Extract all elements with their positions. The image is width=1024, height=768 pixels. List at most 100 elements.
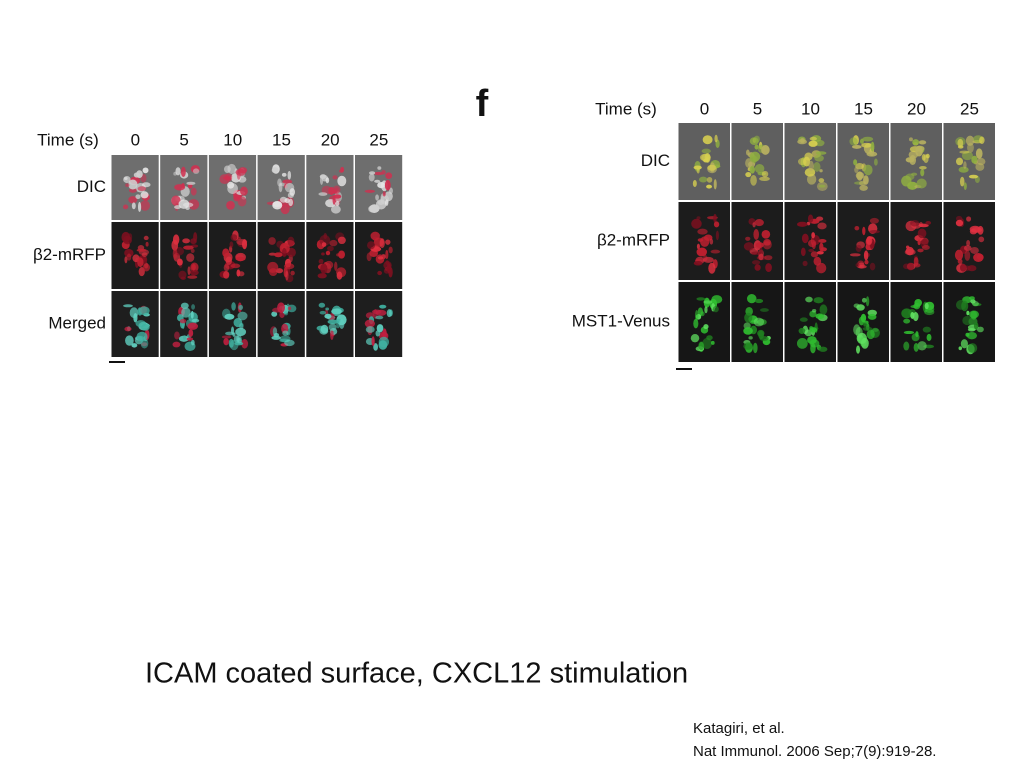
cell-speck	[855, 263, 860, 268]
cell-speck	[855, 327, 863, 338]
cell-speck	[135, 320, 146, 328]
cell-speck	[231, 302, 236, 311]
cell-speck	[860, 313, 867, 323]
cell-speck	[365, 326, 375, 333]
cell-speck	[171, 239, 179, 251]
cell-speck	[863, 164, 873, 176]
cell-speck	[121, 231, 131, 243]
cell-speck	[175, 167, 181, 176]
cell-speck	[222, 248, 230, 258]
cell-speck	[138, 306, 150, 316]
cell-speck	[223, 165, 231, 173]
cell-speck	[268, 237, 276, 245]
cell-speck	[965, 135, 975, 146]
cell-speck	[219, 174, 230, 185]
cell-speck	[364, 319, 376, 328]
cell-speck	[754, 144, 759, 150]
cell-speck	[708, 262, 716, 274]
cell-speck	[751, 251, 762, 255]
cell-speck	[364, 189, 376, 193]
cell-speck	[133, 312, 138, 323]
cell-speck	[809, 136, 817, 141]
cell-speck	[710, 249, 721, 254]
cell-speck	[693, 318, 699, 329]
cell-speck	[231, 175, 236, 180]
cell-speck	[819, 304, 828, 315]
cell-speck	[818, 239, 827, 243]
time-label: 25	[369, 130, 388, 149]
time-header: Time (s)	[37, 130, 99, 149]
cell-speck	[917, 239, 921, 246]
cell-speck	[917, 228, 927, 239]
cell-speck	[963, 182, 967, 190]
cell-speck	[332, 175, 338, 180]
image-cell	[731, 123, 783, 200]
image-cell	[890, 202, 942, 280]
cell-speck	[368, 171, 376, 175]
cell-speck	[975, 163, 985, 171]
cell-speck	[282, 179, 293, 184]
cell-speck	[377, 256, 384, 260]
cell-speck	[800, 137, 805, 144]
cell-speck	[906, 262, 915, 271]
cell-speck	[336, 253, 341, 257]
cell-speck	[337, 236, 346, 245]
cell-speck	[754, 164, 765, 174]
cell-speck	[178, 270, 187, 280]
cell-speck	[905, 173, 915, 181]
cell-speck	[375, 330, 381, 337]
cell-speck	[806, 221, 811, 226]
cell-speck	[126, 253, 132, 261]
cell-speck	[696, 297, 706, 301]
cell-speck	[701, 148, 711, 154]
cell-speck	[924, 308, 935, 316]
cell-speck	[274, 252, 283, 258]
cell-speck	[819, 242, 824, 252]
cell-speck	[137, 201, 142, 213]
cell-speck	[750, 174, 757, 186]
cell-speck	[959, 176, 965, 187]
cell-speck	[287, 170, 292, 180]
cell-speck	[910, 219, 920, 227]
cell-speck	[763, 238, 771, 246]
cell-speck	[917, 341, 927, 351]
cell-speck	[237, 311, 248, 321]
cell-speck	[761, 229, 771, 239]
cell-speck	[337, 175, 347, 187]
cell-speck	[284, 198, 290, 204]
cell-speck	[136, 248, 147, 252]
cell-speck	[813, 162, 821, 172]
cell-speck	[813, 297, 824, 304]
cell-speck	[963, 245, 972, 252]
cell-speck	[810, 251, 819, 258]
cell-speck	[373, 343, 379, 351]
cell-speck	[869, 262, 876, 271]
cell-speck	[317, 273, 327, 279]
cell-speck	[128, 188, 137, 193]
cell-speck	[957, 138, 964, 148]
cell-speck	[856, 345, 861, 354]
cell-speck	[374, 179, 381, 183]
cell-speck	[753, 317, 765, 327]
cell-speck	[186, 181, 196, 185]
cell-speck	[223, 338, 229, 346]
cell-speck	[692, 179, 697, 188]
cell-speck	[388, 246, 393, 254]
cell-speck	[903, 341, 910, 351]
cell-speck	[866, 151, 878, 157]
cell-speck	[796, 338, 808, 349]
cell-speck	[339, 319, 345, 329]
image-cell	[943, 123, 995, 200]
cell-speck	[287, 192, 294, 199]
cell-speck	[690, 334, 700, 343]
cell-speck	[235, 327, 247, 337]
cell-speck	[375, 199, 387, 210]
cell-speck	[224, 313, 235, 320]
cell-speck	[908, 137, 913, 142]
cell-speck	[697, 238, 704, 242]
cell-speck	[136, 170, 143, 178]
cell-speck	[979, 136, 985, 145]
cell-speck	[966, 240, 971, 247]
cell-speck	[325, 177, 330, 184]
